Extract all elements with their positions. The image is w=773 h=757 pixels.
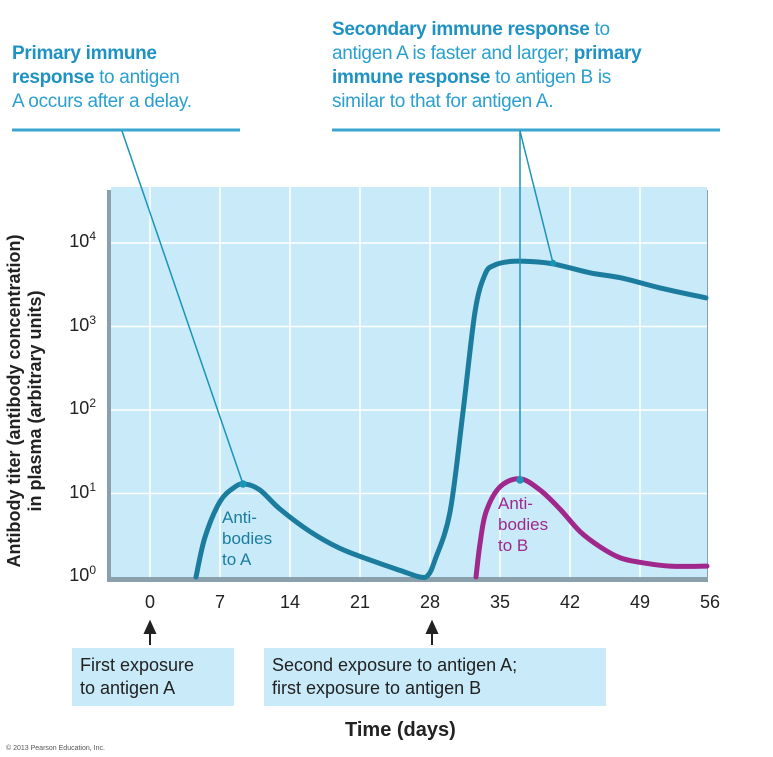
annotation-secondary-response: Secondary immune response to antigen A i… <box>332 18 642 114</box>
x-tick-label: 49 <box>629 592 651 612</box>
y-tick-base: 10 <box>69 314 90 335</box>
series-label-line: to B <box>498 536 529 555</box>
y-tick-base: 10 <box>69 565 90 585</box>
annotation-text: Primary immune <box>12 43 157 64</box>
series-label-line: bodies <box>222 529 273 548</box>
annotation-text: Secondary immune response <box>332 19 590 40</box>
arrow-up-icon <box>143 619 157 645</box>
y-tick-base: 10 <box>69 231 90 251</box>
y-tick-exponent: 0 <box>89 563 96 577</box>
callout-dot-secondary <box>549 259 557 267</box>
box-text: first exposure to antigen B <box>272 678 482 698</box>
x-tick-label: 7 <box>214 592 226 612</box>
y-tick-label: 102 <box>56 396 96 419</box>
arrow-up-icon <box>425 619 439 645</box>
y-tick-base: 10 <box>69 481 90 502</box>
annotation-text: to antigen B is <box>490 67 611 88</box>
callout-line-secondary-a <box>519 130 554 264</box>
series-label-line: Anti- <box>498 494 533 513</box>
x-tick-label: 28 <box>419 592 441 612</box>
y-tick-exponent: 2 <box>89 396 96 410</box>
first-exposure-box: First exposure to antigen A <box>72 648 234 706</box>
callout-line-primary-a <box>121 130 244 485</box>
annotation-text: response <box>12 67 95 88</box>
y-tick-label: 103 <box>56 313 96 336</box>
annotation-text: to <box>589 19 611 40</box>
plot-background <box>111 187 707 577</box>
box-text: Second exposure to antigen A; <box>272 655 518 675</box>
series-label-line: to A <box>222 550 252 569</box>
callout-dot-a <box>239 480 247 488</box>
x-tick-label: 42 <box>559 592 581 612</box>
x-tick-label: 14 <box>279 592 301 612</box>
series-line-antibodies-b <box>473 476 710 580</box>
annotation-text: A occurs after a delay. <box>12 91 192 112</box>
series-label-antibodies-a: Anti- bodies to A <box>222 507 272 570</box>
x-tick-label: 0 <box>144 592 156 612</box>
annotation-text: antigen A is faster and larger; <box>332 43 574 64</box>
copyright: © 2013 Pearson Education, Inc. <box>6 745 105 752</box>
series-label-line: Anti- <box>222 508 257 527</box>
y-tick-exponent: 3 <box>89 312 96 327</box>
y-axis-label-line: Antibody titer (antibody concentration) <box>4 234 24 568</box>
y-axis-label: Antibody titer (antibody concentration) … <box>4 206 46 596</box>
x-tick-label: 21 <box>349 592 371 612</box>
annotation-text: to antigen <box>94 67 180 88</box>
y-axis-label-line: in plasma (arbitrary units) <box>25 290 45 512</box>
annotation-text: primary <box>573 43 642 64</box>
second-exposure-box: Second exposure to antigen A; first expo… <box>264 648 606 706</box>
x-tick-label: 56 <box>699 592 721 612</box>
y-tick-label: 100 <box>56 563 96 586</box>
y-tick-base: 10 <box>69 398 90 418</box>
series-label-antibodies-b: Anti- bodies to B <box>498 493 548 556</box>
y-tick-label: 101 <box>56 480 96 503</box>
y-tick-label: 104 <box>56 229 96 252</box>
annotation-text: similar to that for antigen A. <box>332 91 554 112</box>
annotation-primary-response: Primary immune response to antigen A occ… <box>12 42 192 114</box>
series-label-line: bodies <box>498 515 549 534</box>
annotation-text: immune response <box>332 67 491 88</box>
x-tick-label: 35 <box>489 592 511 612</box>
y-tick-exponent: 1 <box>89 479 96 494</box>
box-text: First exposure <box>80 655 195 675</box>
y-tick-exponent: 4 <box>89 229 96 243</box>
series-line-antibodies-a <box>193 258 709 581</box>
x-axis-label: Time (days) <box>345 719 456 741</box>
callout-dot-b <box>516 476 524 484</box>
box-text: to antigen A <box>80 678 176 698</box>
